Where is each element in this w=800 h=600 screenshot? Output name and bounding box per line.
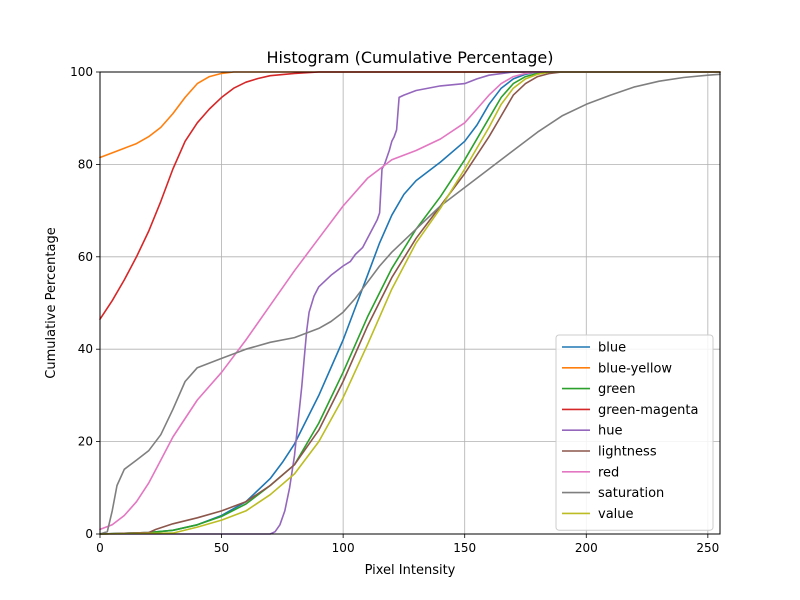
- axis-ticks: 0 50 100 150 200 250 0 20 40 60 80 100: [70, 65, 719, 555]
- y-tick-label: 60: [78, 250, 93, 264]
- series-line-value: [99, 71, 721, 535]
- legend-label-blue: blue: [598, 341, 626, 356]
- x-tick-label: 200: [575, 541, 598, 555]
- legend-label-value: value: [598, 507, 634, 522]
- legend-box: [555, 334, 714, 531]
- series-line-hue: [99, 71, 721, 535]
- x-tick-label: 150: [453, 541, 476, 555]
- y-tick-label: 20: [78, 435, 93, 449]
- series-line-lightness: [99, 71, 721, 535]
- y-tick-label: 40: [78, 342, 93, 356]
- legend-label-blue-yellow: blue-yellow: [598, 361, 672, 376]
- legend-label-saturation: saturation: [598, 486, 664, 501]
- legend-label-lightness: lightness: [598, 445, 657, 460]
- x-tick-label: 50: [214, 541, 229, 555]
- series-line-green: [99, 71, 721, 535]
- x-tick-label: 250: [696, 541, 719, 555]
- y-axis-label: Cumulative Percentage: [44, 227, 59, 378]
- legend-label-green-magenta: green-magenta: [598, 403, 698, 418]
- y-tick-label: 0: [85, 527, 93, 541]
- x-tick-label: 0: [96, 541, 104, 555]
- y-tick-label: 80: [78, 157, 93, 171]
- series-line-blue: [99, 71, 721, 535]
- y-tick-label: 100: [70, 65, 93, 79]
- series-line-saturation: [99, 73, 721, 535]
- legend: blue blue-yellow green green-magenta hue ligh…: [555, 334, 714, 531]
- chart-title: Histogram (Cumulative Percentage): [267, 48, 554, 67]
- series-line-blue-yellow: [99, 71, 721, 159]
- plot-frame: [99, 71, 721, 535]
- x-axis-label: Pixel Intensity: [365, 563, 456, 578]
- series-line-red: [99, 71, 721, 531]
- legend-label-hue: hue: [598, 424, 622, 439]
- legend-label-red: red: [598, 465, 619, 480]
- series-line-green-magenta: [99, 71, 721, 320]
- legend-label-green: green: [598, 382, 636, 397]
- series-lines: [99, 71, 721, 535]
- x-tick-label: 100: [332, 541, 355, 555]
